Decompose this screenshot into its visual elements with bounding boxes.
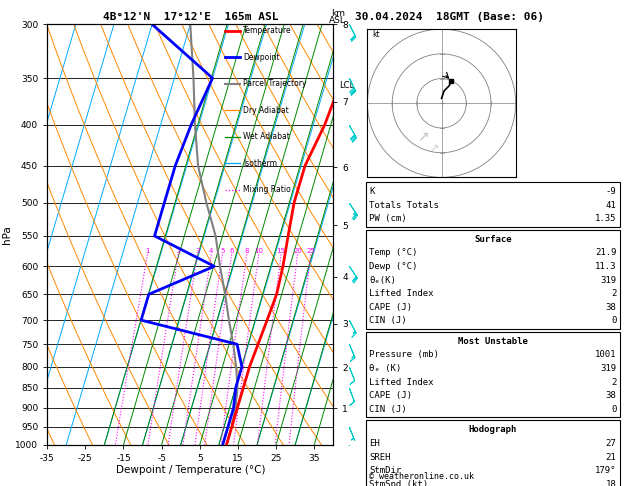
Text: Temp (°C): Temp (°C): [369, 248, 418, 258]
Text: ↗: ↗: [417, 129, 428, 143]
Text: Wet Adiabat: Wet Adiabat: [243, 132, 290, 141]
Text: θₑ (K): θₑ (K): [369, 364, 401, 373]
Text: K: K: [369, 187, 375, 196]
Text: Dewp (°C): Dewp (°C): [369, 262, 418, 271]
Text: 27: 27: [606, 439, 616, 448]
Text: CIN (J): CIN (J): [369, 405, 407, 414]
Text: Totals Totals: Totals Totals: [369, 201, 439, 210]
Text: 179°: 179°: [595, 466, 616, 475]
Text: EH: EH: [369, 439, 380, 448]
Text: 21: 21: [606, 452, 616, 462]
Text: 0: 0: [611, 405, 616, 414]
Text: km: km: [331, 9, 345, 18]
Text: StmSpd (kt): StmSpd (kt): [369, 480, 428, 486]
Text: Lifted Index: Lifted Index: [369, 378, 434, 387]
Text: 2: 2: [611, 289, 616, 298]
Text: 3: 3: [195, 248, 199, 255]
Text: 15: 15: [277, 248, 286, 255]
Text: 4: 4: [209, 248, 213, 255]
Text: 38: 38: [606, 391, 616, 400]
Text: Lifted Index: Lifted Index: [369, 289, 434, 298]
Text: CAPE (J): CAPE (J): [369, 391, 412, 400]
Text: 38: 38: [606, 303, 616, 312]
Text: 21.9: 21.9: [595, 248, 616, 258]
Text: Most Unstable: Most Unstable: [458, 337, 528, 346]
Text: SREH: SREH: [369, 452, 391, 462]
Text: 1001: 1001: [595, 350, 616, 360]
Text: CIN (J): CIN (J): [369, 316, 407, 326]
Text: Dry Adiabat: Dry Adiabat: [243, 105, 289, 115]
Text: © weatheronline.co.uk: © weatheronline.co.uk: [369, 472, 474, 481]
Text: StmDir: StmDir: [369, 466, 401, 475]
Text: Dewpoint: Dewpoint: [243, 52, 280, 62]
Text: Parcel Trajectory: Parcel Trajectory: [243, 79, 307, 88]
Text: Temperature: Temperature: [243, 26, 292, 35]
Text: 319: 319: [600, 276, 616, 285]
Title: 4B°12'N  17°12'E  165m ASL: 4B°12'N 17°12'E 165m ASL: [103, 12, 278, 22]
Text: 5: 5: [220, 248, 225, 255]
Text: 25: 25: [306, 248, 315, 255]
Text: θₑ(K): θₑ(K): [369, 276, 396, 285]
Text: Pressure (mb): Pressure (mb): [369, 350, 439, 360]
Text: PW (cm): PW (cm): [369, 214, 407, 224]
Text: Hodograph: Hodograph: [469, 425, 517, 434]
Text: Surface: Surface: [474, 235, 511, 244]
Text: Isotherm: Isotherm: [243, 158, 277, 168]
Text: 10: 10: [254, 248, 263, 255]
Text: 1: 1: [145, 248, 150, 255]
Text: 8: 8: [245, 248, 249, 255]
Text: 20: 20: [293, 248, 302, 255]
Text: 319: 319: [600, 364, 616, 373]
Text: 2: 2: [176, 248, 181, 255]
Text: Mixing Ratio: Mixing Ratio: [243, 185, 291, 194]
Text: 1.35: 1.35: [595, 214, 616, 224]
Text: ↗: ↗: [429, 145, 438, 155]
Text: kt: kt: [372, 30, 380, 38]
Text: 0: 0: [611, 316, 616, 326]
Text: 30.04.2024  18GMT (Base: 06): 30.04.2024 18GMT (Base: 06): [355, 12, 544, 22]
Text: 6: 6: [230, 248, 234, 255]
Text: 41: 41: [606, 201, 616, 210]
Text: CAPE (J): CAPE (J): [369, 303, 412, 312]
X-axis label: Dewpoint / Temperature (°C): Dewpoint / Temperature (°C): [116, 466, 265, 475]
Text: -9: -9: [606, 187, 616, 196]
Y-axis label: hPa: hPa: [3, 225, 13, 244]
Text: LCL: LCL: [339, 81, 354, 90]
Text: ASL: ASL: [330, 16, 346, 25]
Text: 11.3: 11.3: [595, 262, 616, 271]
Text: 18: 18: [606, 480, 616, 486]
Text: 2: 2: [611, 378, 616, 387]
